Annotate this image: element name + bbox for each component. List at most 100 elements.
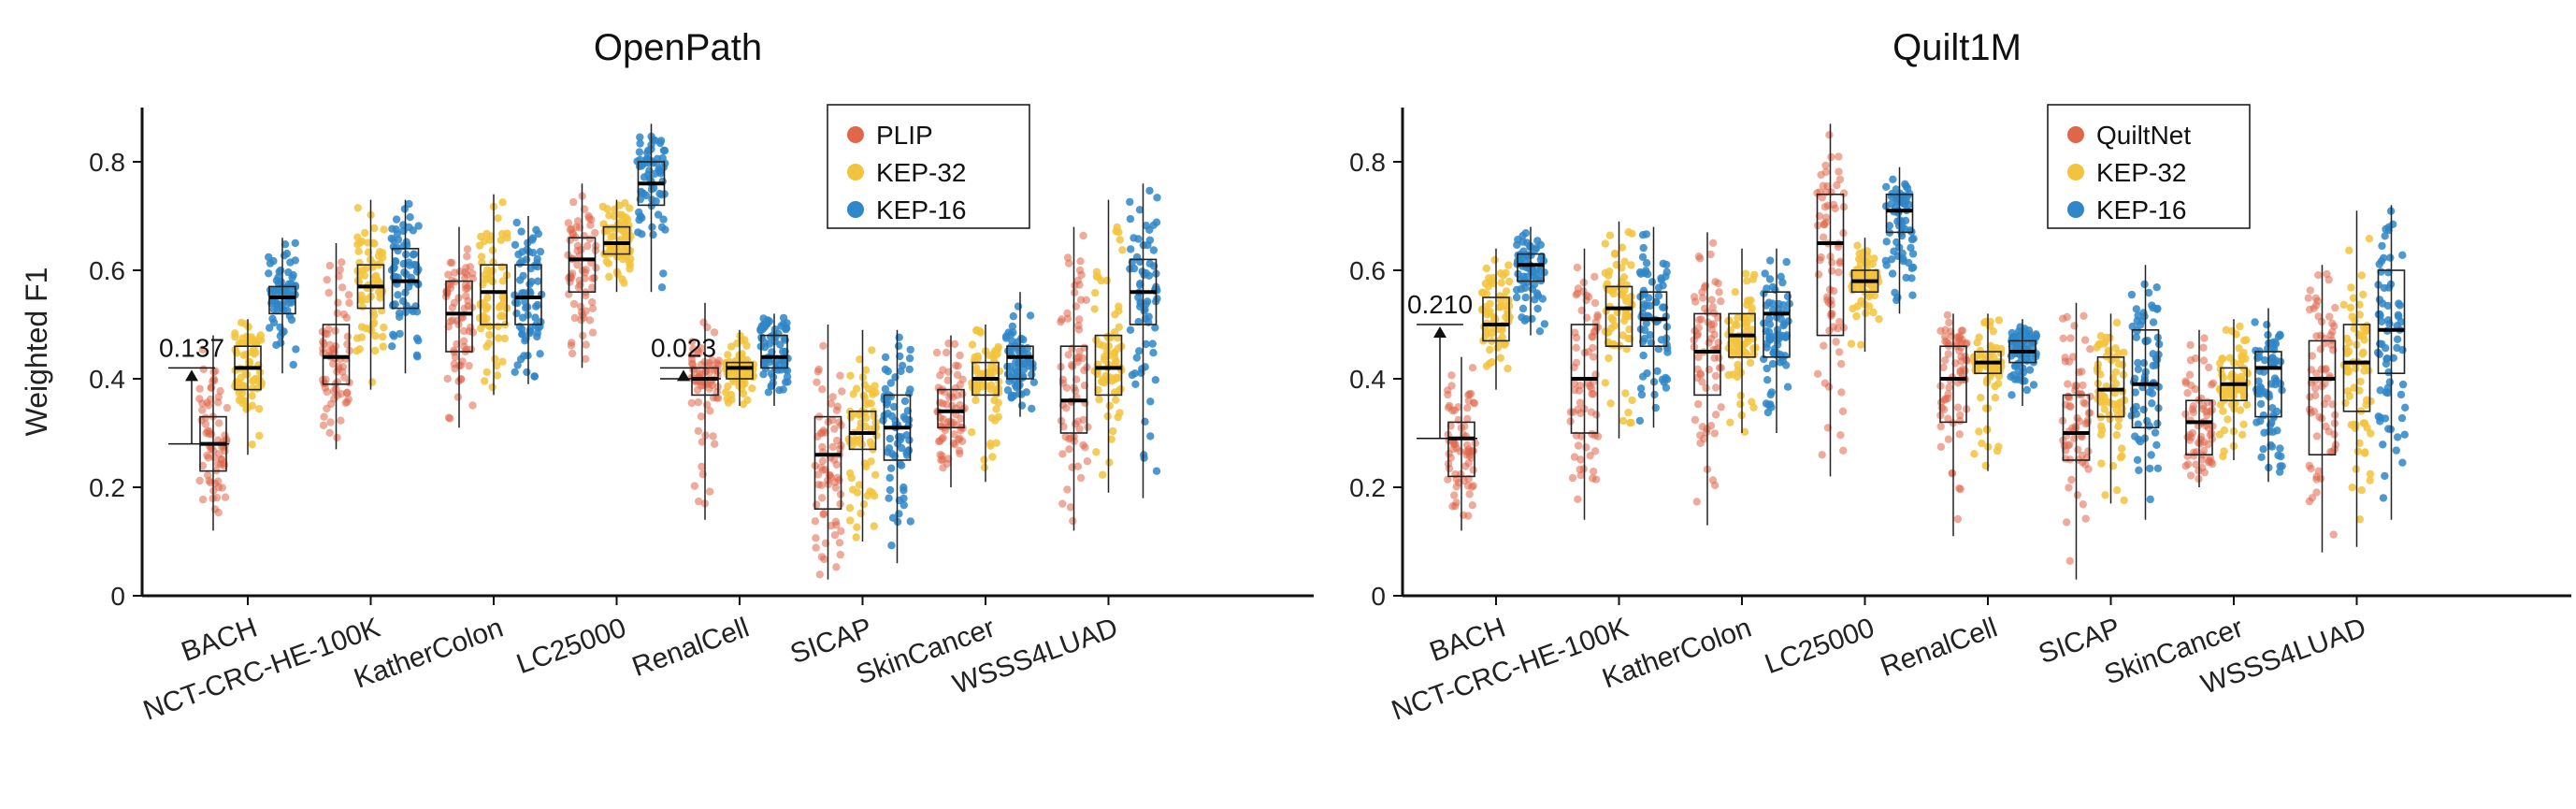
data-point bbox=[1813, 369, 1822, 378]
data-point bbox=[831, 517, 841, 526]
data-point bbox=[1712, 383, 1720, 392]
data-point bbox=[1444, 403, 1453, 412]
data-point bbox=[1095, 395, 1103, 404]
data-point bbox=[1076, 473, 1086, 483]
data-point bbox=[2120, 496, 2128, 505]
data-point bbox=[2381, 232, 2389, 240]
box-kep-16 bbox=[760, 334, 788, 369]
data-point bbox=[1593, 312, 1602, 322]
data-point bbox=[448, 258, 456, 267]
data-point bbox=[333, 433, 341, 442]
data-point bbox=[1956, 368, 1964, 377]
x-tick-label: RenalCell bbox=[1877, 613, 2002, 683]
data-point bbox=[2144, 288, 2153, 297]
data-point bbox=[1820, 341, 1828, 350]
data-point bbox=[1654, 345, 1663, 354]
data-point bbox=[1782, 257, 1791, 267]
data-point bbox=[987, 413, 997, 423]
data-point bbox=[2097, 459, 2106, 468]
data-point bbox=[1708, 303, 1718, 311]
data-point bbox=[1977, 394, 1985, 402]
data-point bbox=[1764, 298, 1774, 307]
data-point bbox=[588, 297, 597, 307]
data-point bbox=[1450, 491, 1459, 499]
data-point bbox=[512, 309, 521, 318]
data-point bbox=[870, 522, 878, 530]
data-point bbox=[2204, 458, 2213, 467]
data-point bbox=[370, 239, 379, 248]
data-point bbox=[1126, 197, 1134, 207]
data-point bbox=[658, 153, 667, 163]
data-point bbox=[2140, 280, 2149, 289]
data-point bbox=[370, 224, 379, 233]
data-point bbox=[1464, 397, 1474, 405]
data-point bbox=[1102, 276, 1112, 285]
data-point bbox=[2100, 405, 2108, 413]
data-point bbox=[986, 440, 995, 448]
data-point bbox=[1521, 293, 1530, 302]
data-point bbox=[899, 483, 908, 492]
data-point bbox=[1698, 294, 1707, 302]
data-point bbox=[2304, 294, 2312, 302]
data-point bbox=[247, 333, 256, 341]
data-point bbox=[1498, 325, 1506, 333]
data-point bbox=[340, 373, 349, 382]
data-point bbox=[813, 378, 821, 386]
data-point bbox=[2242, 400, 2252, 409]
data-point bbox=[1575, 386, 1584, 395]
data-point bbox=[1837, 388, 1846, 397]
data-point bbox=[2133, 455, 2142, 464]
data-point bbox=[899, 501, 908, 510]
data-point bbox=[1111, 311, 1119, 319]
data-point bbox=[443, 374, 452, 383]
data-point bbox=[712, 388, 721, 397]
data-point bbox=[1644, 269, 1652, 279]
data-point bbox=[1080, 366, 1088, 375]
annotation-arrow-head bbox=[185, 369, 198, 382]
data-point bbox=[1875, 315, 1883, 324]
data-point bbox=[1777, 314, 1786, 324]
data-point bbox=[1456, 447, 1464, 455]
data-point bbox=[886, 379, 895, 387]
data-point bbox=[2398, 458, 2407, 467]
data-point bbox=[239, 351, 248, 359]
data-point bbox=[1535, 327, 1545, 336]
data-point bbox=[328, 345, 338, 354]
data-point bbox=[2186, 340, 2195, 350]
data-point bbox=[815, 571, 824, 579]
data-point bbox=[1620, 294, 1630, 302]
data-point bbox=[1941, 356, 1950, 365]
data-point bbox=[1111, 359, 1119, 368]
data-point bbox=[248, 348, 256, 356]
data-point bbox=[2153, 419, 2162, 427]
y-tick-label: 0.6 bbox=[1349, 256, 1386, 285]
data-point bbox=[444, 413, 453, 422]
data-point bbox=[1766, 256, 1775, 265]
data-point bbox=[2394, 433, 2402, 441]
data-point bbox=[1582, 443, 1590, 452]
data-point bbox=[2365, 235, 2374, 243]
data-point bbox=[881, 384, 890, 394]
data-point bbox=[590, 274, 598, 282]
data-point bbox=[1618, 264, 1626, 272]
data-point bbox=[289, 360, 297, 369]
data-point bbox=[265, 269, 273, 278]
data-point bbox=[1496, 296, 1505, 305]
data-point bbox=[812, 500, 821, 509]
data-point bbox=[1691, 415, 1700, 425]
data-point bbox=[897, 433, 906, 441]
data-point bbox=[1505, 277, 1514, 286]
data-point bbox=[2149, 350, 2157, 358]
data-point bbox=[1111, 348, 1119, 356]
data-point bbox=[2080, 311, 2088, 320]
data-point bbox=[2064, 380, 2072, 388]
data-point bbox=[994, 412, 1003, 421]
data-point bbox=[709, 432, 717, 441]
data-point bbox=[2223, 415, 2232, 424]
data-point bbox=[239, 382, 248, 390]
data-point bbox=[528, 234, 538, 242]
data-point bbox=[1151, 324, 1159, 332]
data-point bbox=[693, 385, 702, 395]
data-point bbox=[2135, 466, 2143, 474]
data-point bbox=[354, 247, 363, 255]
